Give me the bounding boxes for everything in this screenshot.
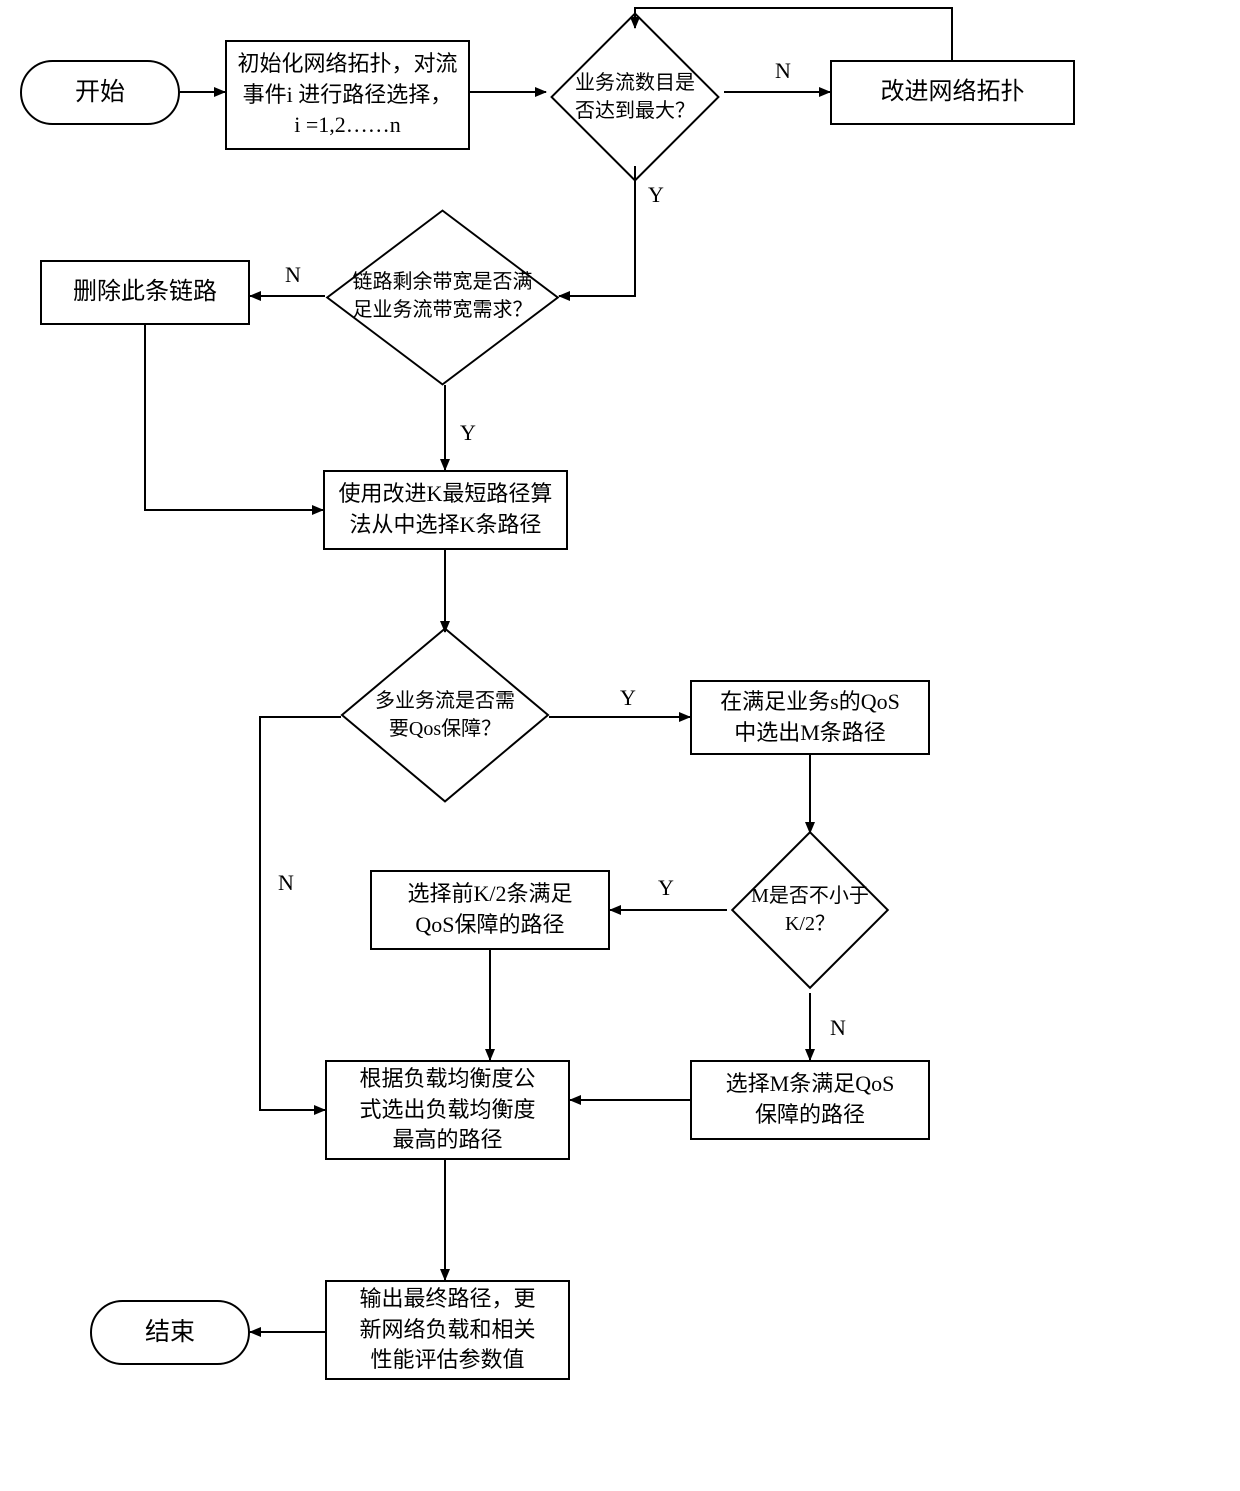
maxflow-decision-label: 业务流数目是 否达到最大？ (575, 69, 695, 125)
maxflow-decision: 业务流数目是 否达到最大？ (550, 12, 720, 182)
edge-label-qos-y: Y (620, 685, 636, 711)
select-m-process: 在满足业务s的QoS 中选出M条路径 (690, 680, 930, 755)
delete-link-process: 删除此条链路 (40, 260, 250, 325)
select-k2-label: 选择前K/2条满足 QoS保障的路径 (407, 879, 572, 941)
edge-label-mk2-n: N (830, 1015, 846, 1041)
select-m-label: 在满足业务s的QoS 中选出M条路径 (720, 687, 900, 749)
edge-label-maxflow-y: Y (648, 182, 664, 208)
k-shortest-label: 使用改进K最短路径算 法从中选择K条路径 (339, 479, 553, 541)
improve-topology-process: 改进网络拓扑 (830, 60, 1075, 125)
end-node: 结束 (90, 1300, 250, 1365)
edge-label-maxflow-n: N (775, 58, 791, 84)
delete-link-label: 删除此条链路 (73, 276, 217, 310)
init-label: 初始化网络拓扑，对流 事件i 进行路径选择， i =1,2……n (237, 49, 457, 141)
start-label: 开始 (75, 75, 125, 110)
mk2-decision-label: M是否不小于 K/2？ (751, 882, 869, 938)
edge-label-mk2-y: Y (658, 875, 674, 901)
qos-decision: 多业务流是否需 要Qos保障？ (345, 625, 545, 805)
output-process: 输出最终路径，更 新网络负载和相关 性能评估参数值 (325, 1280, 570, 1380)
edge-maxflow-band (559, 166, 635, 296)
k-shortest-process: 使用改进K最短路径算 法从中选择K条路径 (323, 470, 568, 550)
select-mqos-label: 选择M条满足QoS 保障的路径 (726, 1069, 895, 1131)
load-balance-label: 根据负载均衡度公 式选出负载均衡度 最高的路径 (359, 1064, 535, 1156)
select-k2-process: 选择前K/2条满足 QoS保障的路径 (370, 870, 610, 950)
edge-qos-loadbal (260, 717, 341, 1110)
output-label: 输出最终路径，更 新网络负载和相关 性能评估参数值 (359, 1284, 535, 1376)
edge-label-band-n: N (285, 262, 301, 288)
load-balance-process: 根据负载均衡度公 式选出负载均衡度 最高的路径 (325, 1060, 570, 1160)
select-mqos-process: 选择M条满足QoS 保障的路径 (690, 1060, 930, 1140)
init-process: 初始化网络拓扑，对流 事件i 进行路径选择， i =1,2……n (225, 40, 470, 150)
bandwidth-decision-label: 链路剩余带宽是否满 足业务流带宽需求？ (353, 268, 533, 324)
edge-label-band-y: Y (460, 420, 476, 446)
qos-decision-label: 多业务流是否需 要Qos保障？ (375, 687, 515, 743)
mk2-decision: M是否不小于 K/2？ (730, 830, 890, 990)
end-label: 结束 (145, 1315, 195, 1350)
bandwidth-decision: 链路剩余带宽是否满 足业务流带宽需求？ (330, 210, 555, 382)
edge-delete-kshort (145, 325, 323, 510)
edge-label-qos-n: N (278, 870, 294, 896)
improve-label: 改进网络拓扑 (881, 76, 1025, 110)
edges-layer (0, 0, 1240, 1491)
start-node: 开始 (20, 60, 180, 125)
